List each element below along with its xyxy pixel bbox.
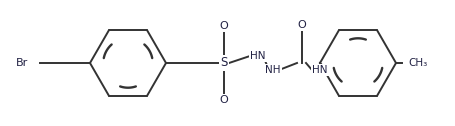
Text: S: S xyxy=(220,56,228,70)
Text: HN: HN xyxy=(312,65,328,75)
Text: O: O xyxy=(298,20,306,30)
Text: O: O xyxy=(220,21,228,31)
Text: NH: NH xyxy=(265,65,281,75)
Text: Br: Br xyxy=(16,58,28,68)
Text: HN: HN xyxy=(250,51,266,61)
Text: CH₃: CH₃ xyxy=(408,58,427,68)
Text: O: O xyxy=(220,95,228,105)
